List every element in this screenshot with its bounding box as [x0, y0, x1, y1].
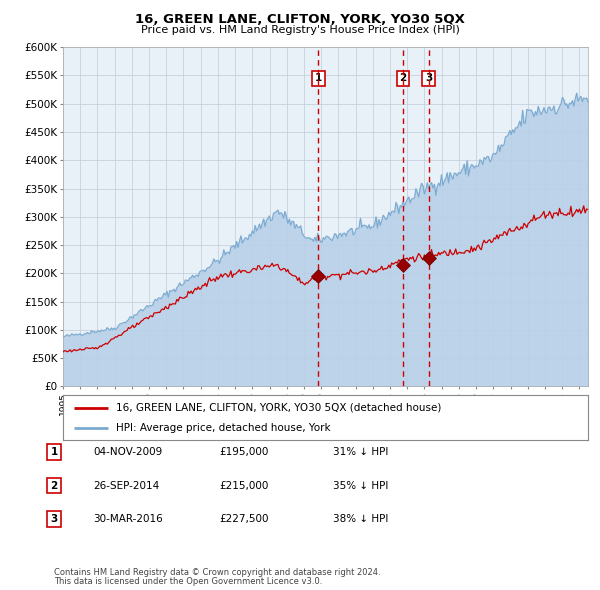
- Text: 30-MAR-2016: 30-MAR-2016: [93, 514, 163, 524]
- Text: 26-SEP-2014: 26-SEP-2014: [93, 481, 159, 490]
- Text: 1: 1: [315, 73, 322, 83]
- Text: 38% ↓ HPI: 38% ↓ HPI: [333, 514, 388, 524]
- Text: £227,500: £227,500: [219, 514, 269, 524]
- Text: 04-NOV-2009: 04-NOV-2009: [93, 447, 162, 457]
- Text: 31% ↓ HPI: 31% ↓ HPI: [333, 447, 388, 457]
- Text: £215,000: £215,000: [219, 481, 268, 490]
- Text: Contains HM Land Registry data © Crown copyright and database right 2024.: Contains HM Land Registry data © Crown c…: [54, 568, 380, 576]
- Text: 35% ↓ HPI: 35% ↓ HPI: [333, 481, 388, 490]
- Text: 3: 3: [50, 514, 58, 524]
- Text: 2: 2: [50, 481, 58, 490]
- Text: 2: 2: [399, 73, 406, 83]
- Text: This data is licensed under the Open Government Licence v3.0.: This data is licensed under the Open Gov…: [54, 577, 322, 586]
- Text: 16, GREEN LANE, CLIFTON, YORK, YO30 5QX (detached house): 16, GREEN LANE, CLIFTON, YORK, YO30 5QX …: [115, 403, 441, 412]
- Text: 3: 3: [425, 73, 433, 83]
- Text: HPI: Average price, detached house, York: HPI: Average price, detached house, York: [115, 424, 330, 434]
- Text: 1: 1: [50, 447, 58, 457]
- Text: £195,000: £195,000: [219, 447, 268, 457]
- Text: Price paid vs. HM Land Registry's House Price Index (HPI): Price paid vs. HM Land Registry's House …: [140, 25, 460, 35]
- Text: 16, GREEN LANE, CLIFTON, YORK, YO30 5QX: 16, GREEN LANE, CLIFTON, YORK, YO30 5QX: [135, 13, 465, 26]
